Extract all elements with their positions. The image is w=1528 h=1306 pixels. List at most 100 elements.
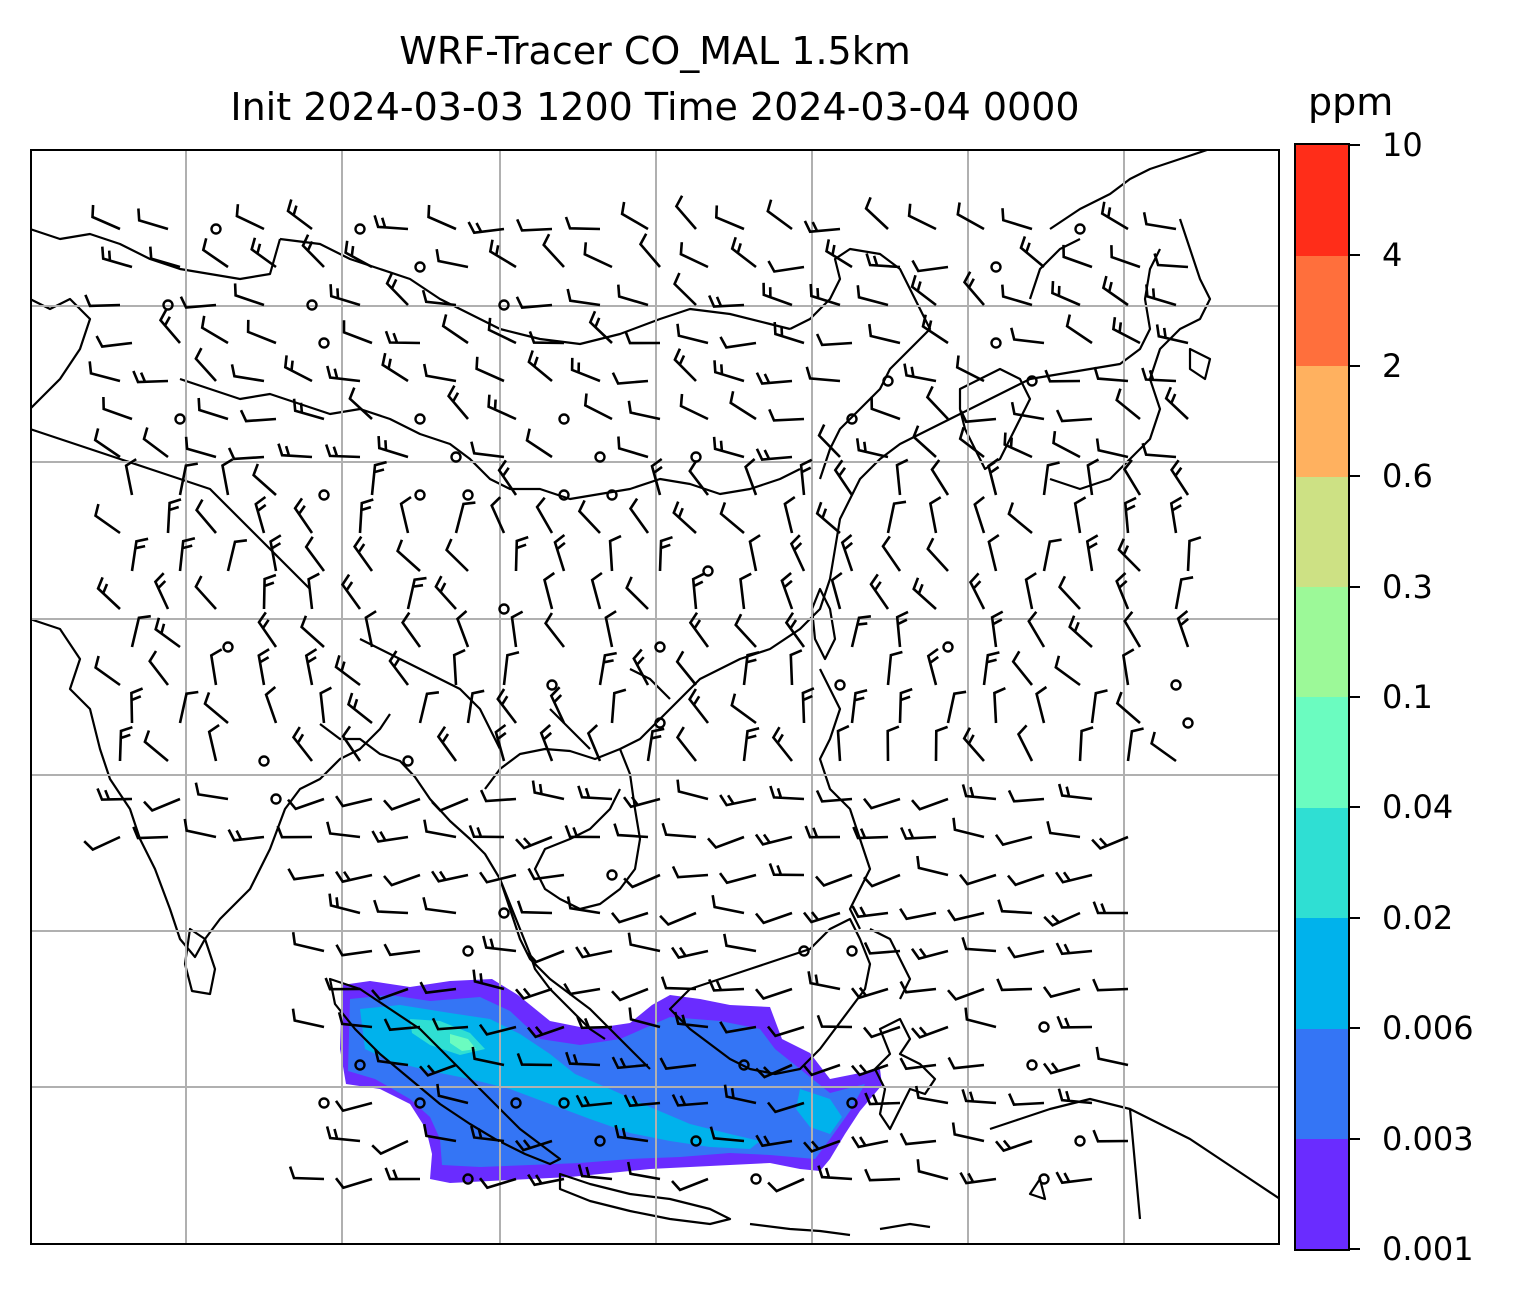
wind-barb bbox=[646, 727, 665, 762]
wind-barb bbox=[531, 780, 565, 801]
wind-barb bbox=[816, 1014, 853, 1029]
wind-barb bbox=[870, 396, 901, 421]
colorbar-tick bbox=[1350, 696, 1360, 698]
wind-barb bbox=[535, 496, 554, 534]
wind-barb bbox=[768, 863, 805, 877]
colorbar-tick-label: 0.1 bbox=[1382, 678, 1433, 716]
wind-barb bbox=[1007, 502, 1033, 535]
wind-barb bbox=[184, 436, 217, 459]
calm-wind-marker bbox=[558, 413, 570, 425]
calm-wind-marker bbox=[690, 1135, 702, 1147]
wind-barb bbox=[881, 535, 902, 572]
wind-barb bbox=[292, 398, 325, 421]
wind-barb bbox=[817, 424, 841, 458]
wind-barb bbox=[396, 539, 421, 572]
calm-wind-marker bbox=[606, 489, 618, 501]
wind-barb bbox=[1056, 1015, 1093, 1029]
wind-barb bbox=[490, 496, 506, 534]
wind-barb bbox=[373, 215, 409, 231]
wind-barb bbox=[952, 817, 985, 839]
coastline-japan bbox=[1049, 218, 1212, 491]
wind-barb bbox=[515, 835, 553, 850]
wind-barb bbox=[691, 572, 705, 610]
wind-barb bbox=[865, 253, 901, 269]
calm-wind-marker bbox=[594, 451, 606, 463]
wind-barb bbox=[264, 686, 278, 724]
wind-barb bbox=[767, 1177, 805, 1193]
wind-barb bbox=[370, 460, 387, 496]
wind-barb bbox=[947, 1056, 985, 1070]
wind-barb bbox=[304, 648, 318, 686]
wind-barb bbox=[1100, 201, 1129, 231]
wind-barb bbox=[628, 497, 650, 534]
coastline-korea bbox=[958, 367, 1032, 471]
wind-barb bbox=[431, 870, 469, 883]
wind-barb bbox=[1155, 324, 1189, 345]
wind-barb bbox=[83, 835, 121, 852]
wind-barb bbox=[1024, 572, 1037, 610]
wind-barb bbox=[487, 394, 517, 421]
wind-barb bbox=[197, 397, 229, 421]
wind-barb bbox=[771, 726, 794, 762]
wind-barb bbox=[803, 1063, 841, 1077]
wind-barb bbox=[1090, 689, 1108, 724]
wind-barb bbox=[1115, 572, 1130, 610]
calm-wind-marker bbox=[1074, 223, 1086, 235]
wind-barb bbox=[911, 259, 949, 273]
wind-barb bbox=[1057, 1088, 1093, 1105]
calm-wind-marker bbox=[990, 261, 1002, 273]
wind-barb bbox=[183, 818, 217, 839]
wind-barb bbox=[514, 535, 529, 572]
calm-wind-marker bbox=[990, 337, 1002, 349]
calm-wind-marker bbox=[306, 299, 318, 311]
wind-barb bbox=[907, 203, 937, 231]
wind-barb bbox=[886, 725, 900, 762]
wind-barb bbox=[488, 239, 517, 269]
wind-barb bbox=[494, 723, 507, 762]
wind-barb bbox=[1001, 284, 1033, 307]
wind-barb bbox=[1055, 1171, 1093, 1185]
wind-barb bbox=[672, 501, 697, 534]
wind-barb bbox=[864, 1092, 901, 1106]
calm-wind-marker bbox=[750, 1173, 762, 1185]
wind-barb bbox=[912, 577, 937, 610]
wind-barb bbox=[96, 576, 121, 610]
wind-barb bbox=[496, 688, 518, 724]
wind-barb bbox=[739, 572, 752, 610]
wind-barb bbox=[611, 372, 649, 385]
calm-wind-marker bbox=[1026, 1059, 1038, 1071]
wind-barb bbox=[925, 385, 949, 420]
wind-barb bbox=[422, 896, 457, 915]
wind-barb bbox=[502, 650, 520, 686]
coastline-china-east bbox=[789, 247, 932, 480]
colorbar-segment bbox=[1296, 365, 1348, 477]
wind-barb bbox=[384, 330, 421, 345]
wind-barb bbox=[233, 283, 265, 307]
wind-barb bbox=[94, 503, 121, 535]
wind-barb bbox=[815, 333, 853, 347]
wind-barb bbox=[84, 294, 121, 308]
wind-barb bbox=[479, 789, 517, 803]
wind-barb bbox=[470, 441, 505, 459]
wind-barb bbox=[525, 428, 553, 459]
calm-wind-marker bbox=[498, 603, 510, 615]
wind-barb bbox=[102, 396, 133, 421]
calm-wind-marker bbox=[462, 1173, 474, 1185]
wind-barb bbox=[734, 613, 757, 648]
wind-barb bbox=[895, 458, 909, 496]
wind-barb bbox=[435, 248, 469, 269]
wind-barb bbox=[143, 797, 181, 812]
wind-barb bbox=[899, 1132, 937, 1146]
calm-wind-marker bbox=[738, 1059, 750, 1071]
wind-barb bbox=[452, 648, 466, 686]
wind-barb bbox=[708, 978, 745, 992]
coastline-borneo bbox=[668, 917, 872, 1076]
wind-barb bbox=[961, 784, 997, 801]
wind-barb bbox=[423, 819, 457, 839]
wind-barb bbox=[95, 335, 133, 348]
wind-barb bbox=[855, 438, 889, 459]
wind-barb bbox=[1068, 615, 1093, 648]
wind-barb bbox=[773, 322, 805, 345]
wind-barb bbox=[576, 1016, 613, 1030]
wind-barb bbox=[1110, 245, 1141, 269]
